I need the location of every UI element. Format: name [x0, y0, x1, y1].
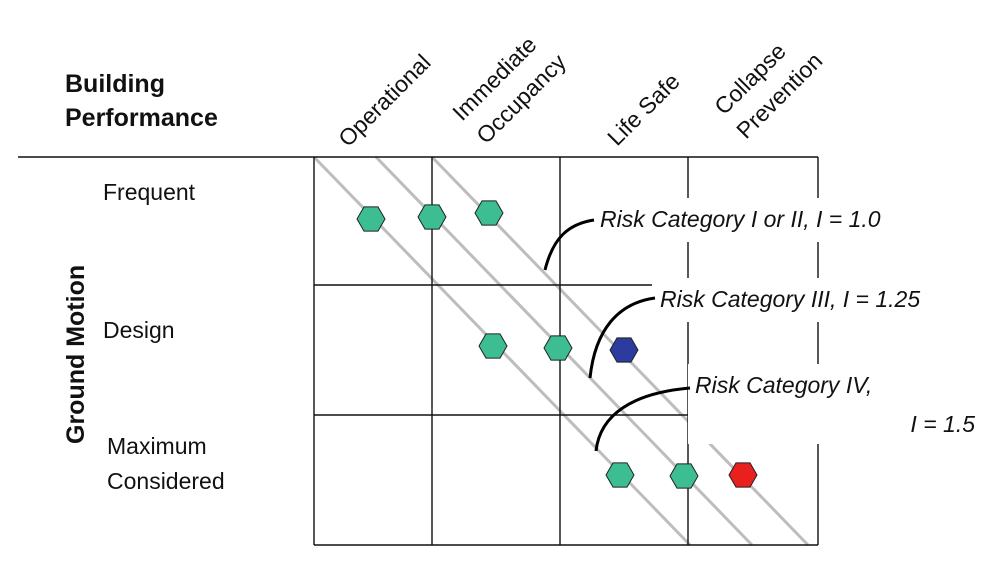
callout-leader-3 — [594, 386, 691, 452]
hexagon-marker-1 — [356, 206, 386, 232]
callout-bg-2 — [652, 278, 988, 322]
hexagon-marker-3 — [474, 200, 504, 226]
callout-bg-1 — [592, 198, 964, 242]
column-label-operational-line1: Operational — [333, 49, 435, 151]
hexagon-marker-4 — [478, 333, 508, 359]
callout-bg-3 — [688, 364, 988, 444]
hexagon-marker-9 — [728, 462, 758, 488]
column-header-immediate-occupancy: Immediate Occupancy — [447, 31, 571, 148]
column-header-collapse-prevention: Collapse Prevention — [709, 38, 827, 144]
row-label-frequent: Frequent — [103, 179, 196, 205]
hexagon-marker-6 — [609, 337, 639, 363]
callout-risk-category-1-2: Risk Category I or II, I = 1.0 — [600, 206, 881, 232]
callout-risk-category-4-line2: I = 1.5 — [910, 411, 975, 437]
callout-risk-category-4-line1: Risk Category IV, — [695, 372, 872, 398]
column-header-operational: Operational — [333, 49, 435, 151]
column-header-life-safe: Life Safe — [602, 68, 685, 151]
performance-markers — [356, 200, 758, 489]
hexagon-marker-8 — [669, 463, 699, 489]
callout-backgrounds — [592, 198, 988, 444]
hexagon-marker-2 — [417, 204, 447, 230]
row-label-maximum-line1: Maximum — [107, 433, 207, 459]
callout-leaders — [543, 218, 691, 452]
callout-leader-1 — [543, 218, 595, 271]
row-label-design: Design — [103, 317, 175, 343]
column-label-life-safe-line1: Life Safe — [602, 68, 685, 151]
callout-leader-2 — [588, 296, 656, 379]
callout-risk-category-3: Risk Category III, I = 1.25 — [660, 286, 920, 312]
building-performance-title-line1: Building — [65, 70, 165, 98]
building-performance-title-line2: Performance — [65, 104, 218, 132]
hexagon-marker-5 — [543, 335, 573, 361]
ground-motion-axis-title: Ground Motion — [62, 265, 90, 444]
hexagon-marker-7 — [605, 462, 635, 488]
row-label-maximum-line2: Considered — [107, 468, 225, 494]
